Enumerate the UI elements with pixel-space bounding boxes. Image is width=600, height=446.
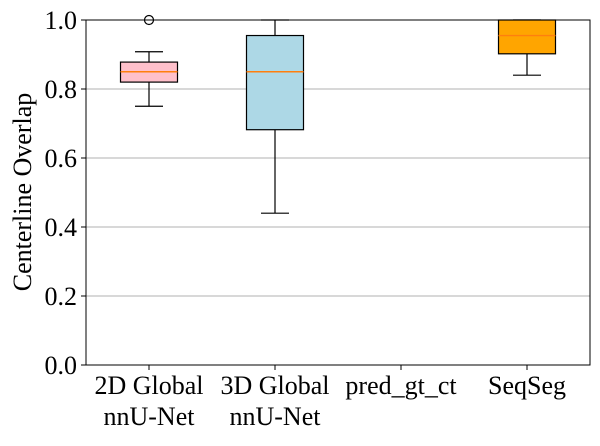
box-iqr <box>245 34 305 131</box>
x-tick-label: nnU-Net <box>230 402 322 431</box>
y-axis-ticks: 0.0 0.2 0.4 0.6 0.8 1.0 <box>45 6 86 380</box>
x-tick-label: nnU-Net <box>104 402 196 431</box>
box-group <box>245 19 305 214</box>
y-tick-label: 0.2 <box>45 282 78 311</box>
y-axis-label: Centerline Overlap <box>8 93 37 292</box>
y-tick-label: 0.6 <box>45 144 78 173</box>
x-tick-label: 2D Global <box>94 371 203 400</box>
x-tick-label: 3D Global <box>220 371 329 400</box>
plot-area-frame <box>85 19 591 366</box>
y-tick-label: 0.0 <box>45 351 78 380</box>
box-group <box>497 19 557 76</box>
box-series <box>119 14 557 214</box>
x-tick-label: pred_gt_ct <box>345 371 457 400</box>
box-group <box>119 14 179 107</box>
y-tick-label: 0.8 <box>45 75 78 104</box>
y-tick-label: 1.0 <box>45 6 78 35</box>
grid-lines <box>86 88 590 297</box>
x-tick-label: SeqSeg <box>488 371 566 400</box>
y-tick-label: 0.4 <box>45 213 78 242</box>
box-iqr <box>497 19 557 55</box>
